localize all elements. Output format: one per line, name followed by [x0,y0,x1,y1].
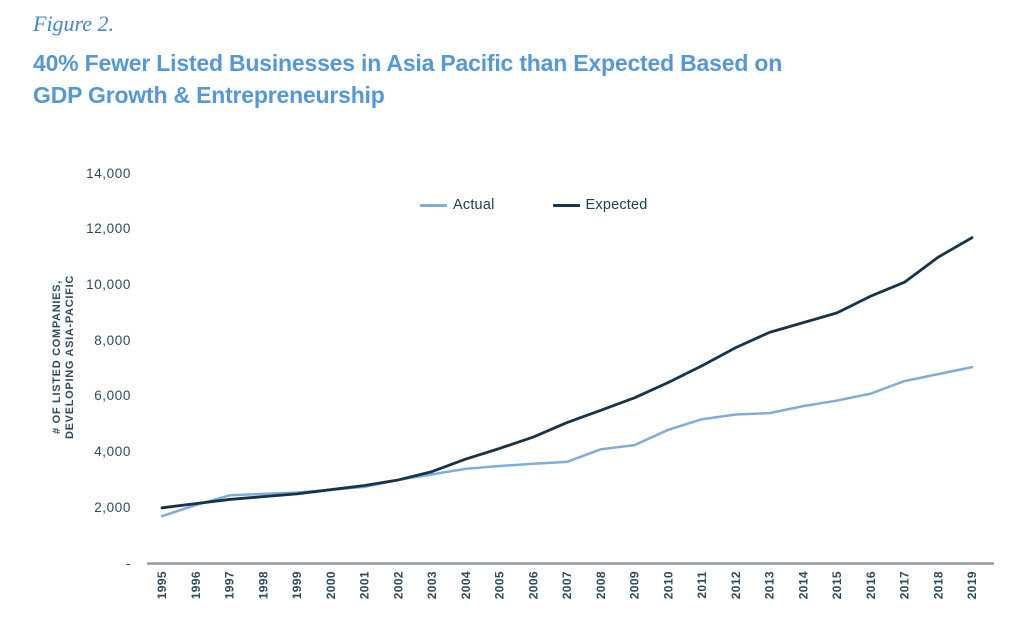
chart-title-line2: GDP Growth & Entrepreneurship [33,82,385,108]
legend-label-actual: Actual [453,197,495,213]
legend-swatch-expected [552,203,580,207]
x-tick-label: 2014 [796,571,810,599]
y-tick-label: - [125,555,131,571]
legend-item-expected: Expected [552,197,648,213]
y-tick-label: 14,000 [86,165,131,181]
chart-title-line1: 40% Fewer Listed Businesses in Asia Paci… [33,50,783,76]
y-tick-label: 2,000 [94,499,131,515]
series-line-expected [160,236,974,510]
x-tick-label: 2019 [965,571,979,599]
x-tick-label: 2002 [391,571,405,599]
y-tick-label: 8,000 [94,332,131,348]
x-tick-label: 2000 [324,571,338,599]
x-tick-label: 2015 [830,571,844,599]
y-tick-label: 4,000 [94,444,131,460]
x-tick-label: 2008 [594,571,608,599]
figure-label: Figure 2. [33,11,115,36]
x-tick-label: 1995 [155,571,169,599]
x-tick-label: 1996 [189,571,203,599]
x-tick-label: 2004 [459,571,473,599]
x-tick-label: 1999 [290,571,304,599]
y-tick-label: 12,000 [86,221,131,237]
x-tick-label: 2012 [729,571,743,599]
x-tick-label: 2016 [864,571,878,599]
x-tick-label: 1997 [223,571,237,599]
x-tick-label: 2003 [425,571,439,599]
x-tick-label: 2017 [898,571,912,599]
x-tick-label: 1998 [256,571,270,599]
y-tick-label: 6,000 [94,388,131,404]
chart-title: 40% Fewer Listed Businesses in Asia Paci… [33,47,782,111]
legend-swatch-actual [420,203,447,207]
y-tick-label: 10,000 [86,277,131,292]
x-tick-label: 2006 [526,571,540,599]
x-tick-label: 2011 [695,571,709,599]
x-tick-label: 2010 [661,571,675,599]
chart-legend: Actual Expected [420,197,648,213]
x-tick-label: 2001 [358,571,372,599]
x-tick-label: 2007 [560,571,574,599]
legend-item-actual: Actual [420,197,495,213]
x-tick-label: 2013 [763,571,777,599]
y-axis-title: # OF LISTED COMPANIES,DEVELOPING ASIA-PA… [51,275,76,439]
legend-label-expected: Expected [585,197,648,213]
x-tick-label: 2005 [493,571,507,599]
x-tick-label: 2009 [628,571,642,599]
x-tick-label: 2018 [931,571,945,599]
